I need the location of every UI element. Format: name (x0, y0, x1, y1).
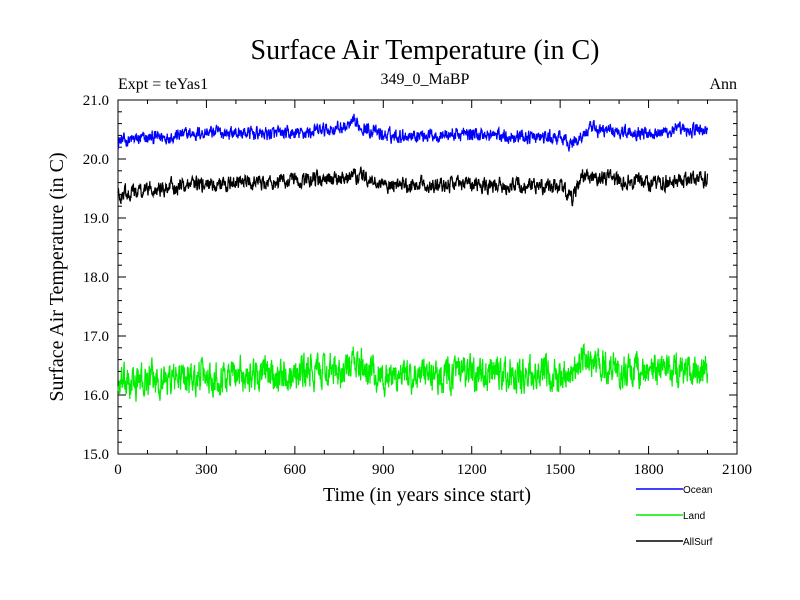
series-layer (117, 113, 709, 402)
y-tick-label: 20.0 (83, 152, 109, 168)
season-label: Ann (709, 76, 737, 93)
legend-label-allsurf: AllSurf (683, 537, 713, 548)
plot-frame (117, 99, 738, 455)
y-tick-label: 18.0 (83, 270, 109, 286)
x-tick-label: 900 (372, 462, 395, 478)
x-tick-label: 1200 (457, 462, 487, 478)
y-tick-label: 21.0 (83, 93, 109, 109)
y-tick-label: 17.0 (83, 329, 109, 345)
y-tick-label: 16.0 (83, 388, 109, 404)
x-tick-label: 1800 (634, 462, 664, 478)
x-tick-label: 300 (195, 462, 218, 478)
series-line-ocean (117, 113, 709, 152)
x-tick-label: 2100 (722, 462, 752, 478)
legend: Ocean Land AllSurf (636, 485, 713, 548)
axis-ticks (117, 99, 738, 455)
experiment-label: Expt = teYas1 (118, 76, 208, 93)
x-axis-label: Time (in years since start) (323, 484, 531, 506)
chart-title: Surface Air Temperature (in C) (251, 35, 600, 66)
y-tick-label: 19.0 (83, 211, 109, 227)
y-axis-label: Surface Air Temperature (in C) (46, 152, 68, 401)
period-label: 349_0_MaBP (381, 71, 470, 88)
series-line-land (117, 342, 709, 402)
y-tick-label: 15.0 (83, 447, 109, 463)
tick-labels: 0 300 600 900 1200 1500 1800 2100 15.0 16.0 17.0 18… (83, 93, 752, 478)
legend-label-land: Land (683, 511, 705, 522)
x-tick-label: 0 (114, 462, 122, 478)
x-tick-label: 600 (284, 462, 307, 478)
legend-label-ocean: Ocean (683, 485, 712, 496)
x-tick-label: 1500 (545, 462, 575, 478)
series-line-allsurf (117, 165, 709, 207)
